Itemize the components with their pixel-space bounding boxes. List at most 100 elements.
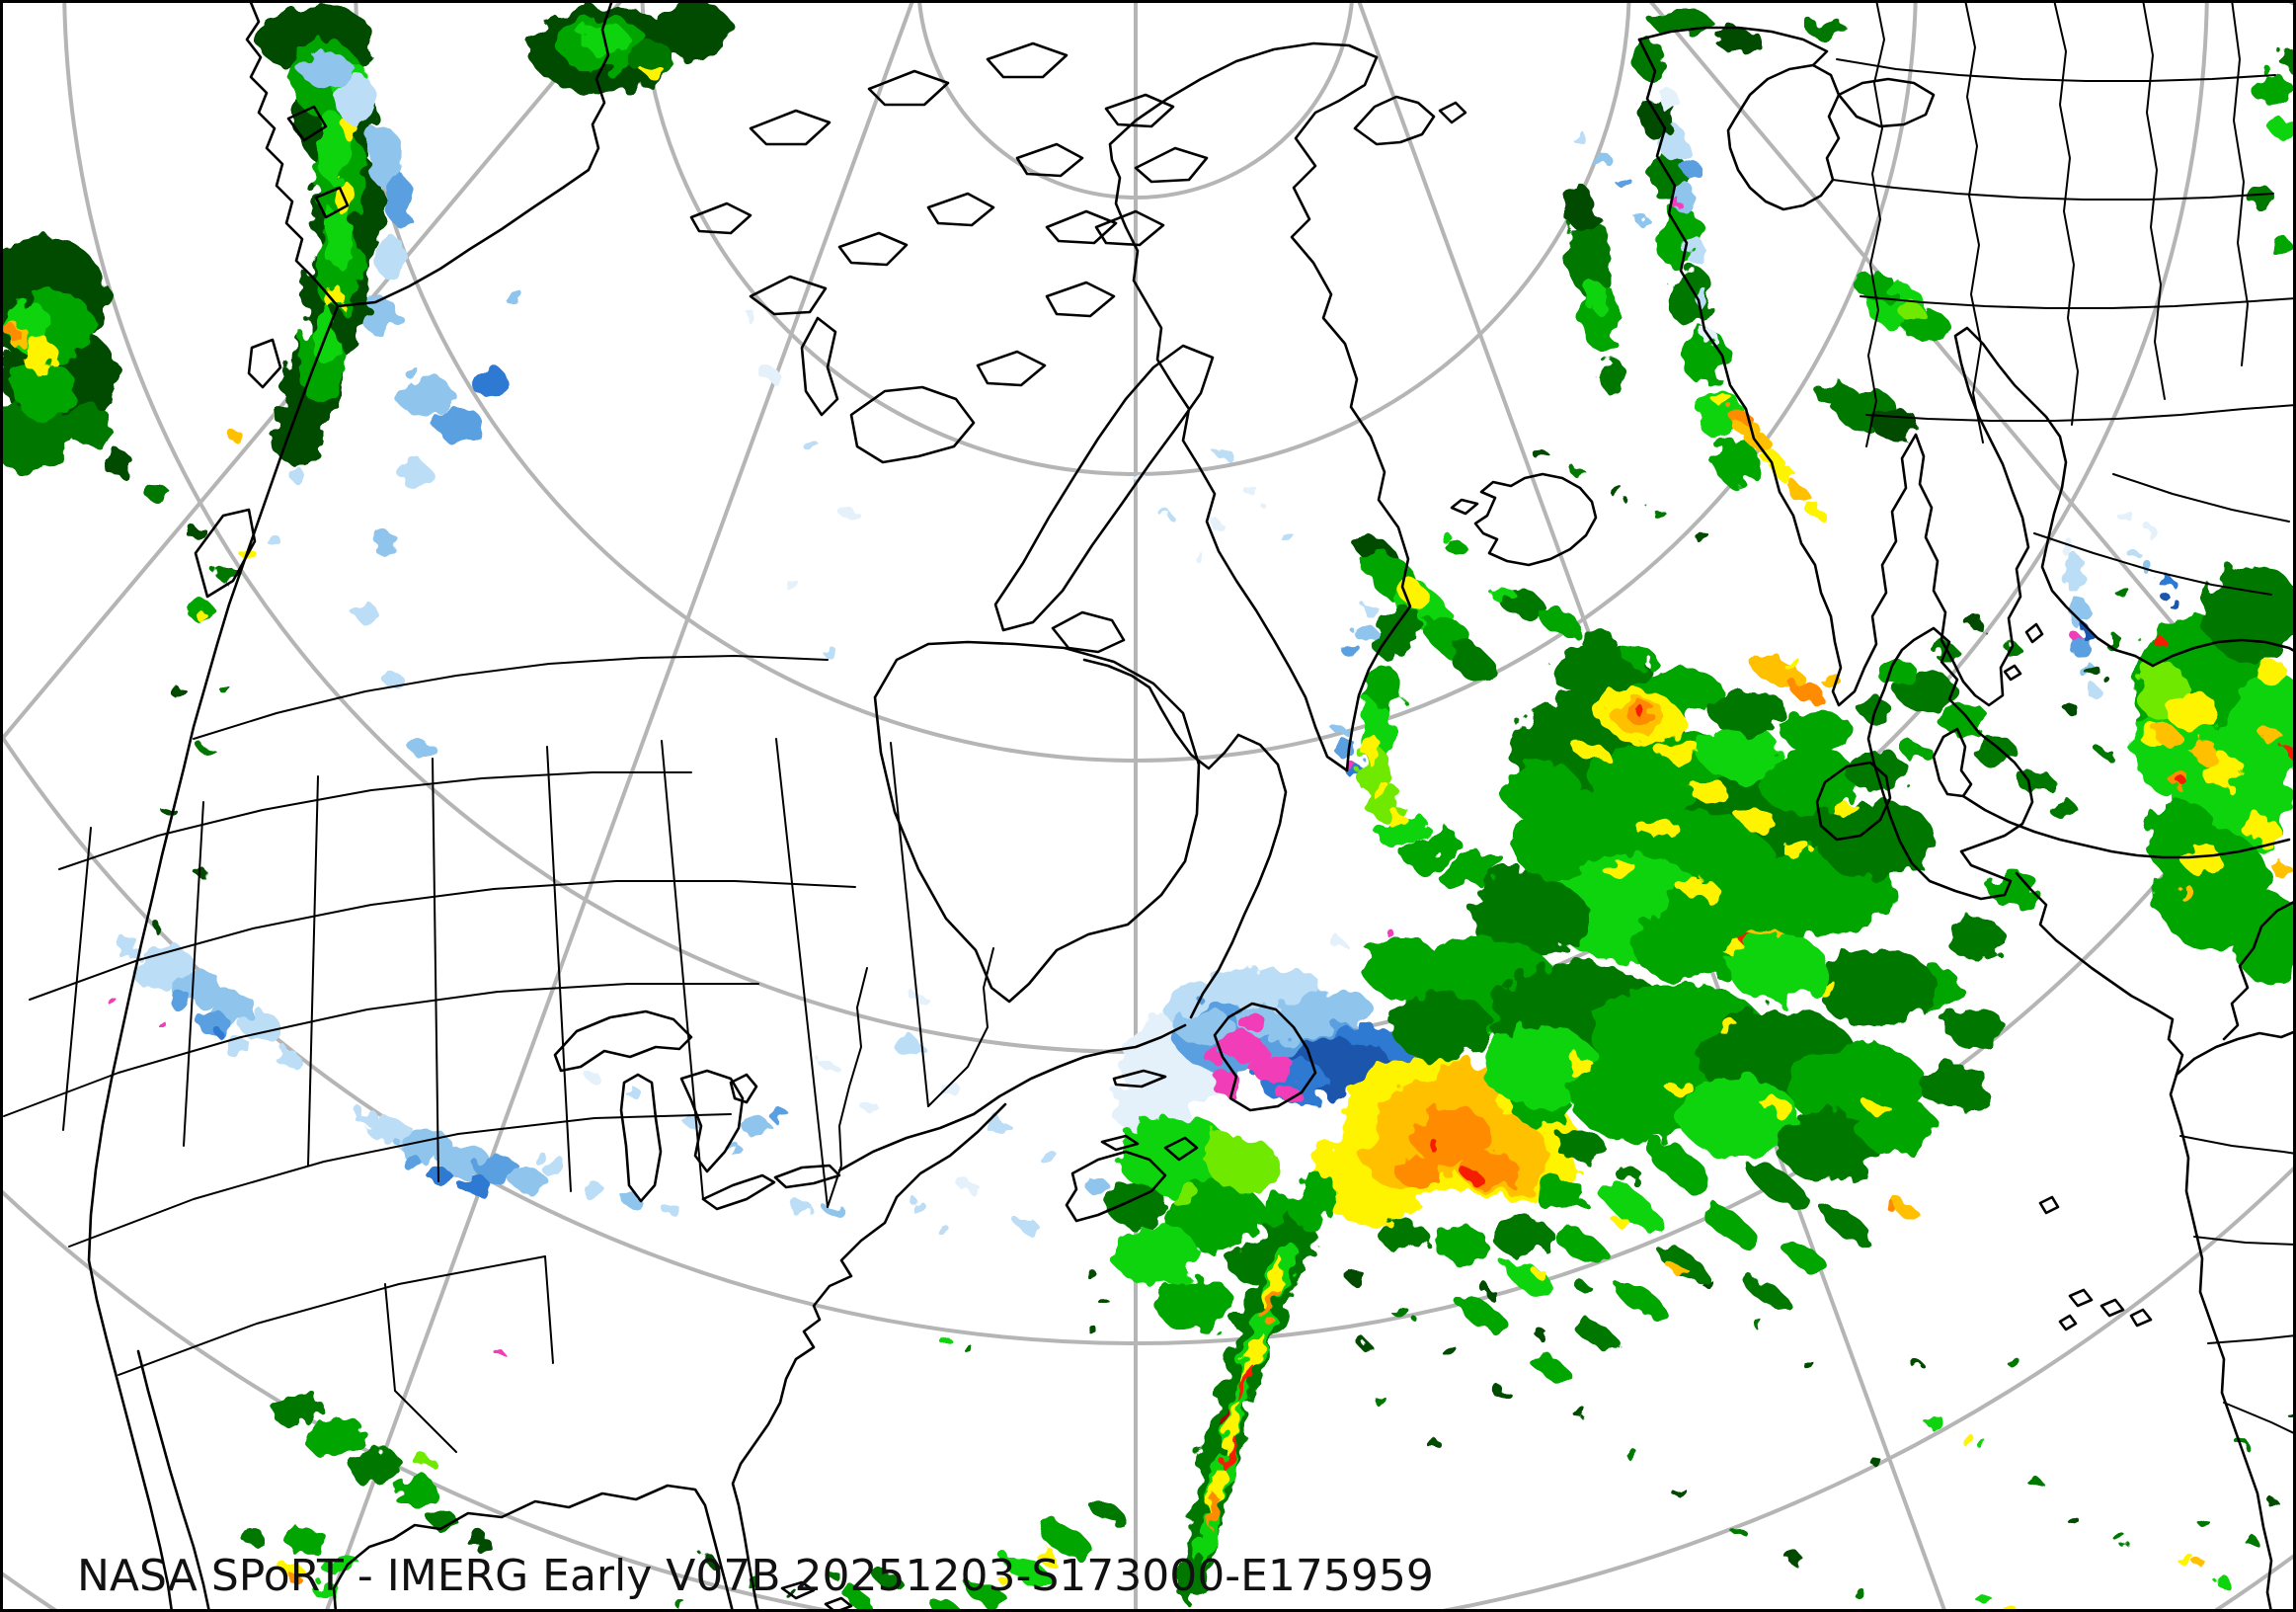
coastline-path xyxy=(867,69,950,107)
coastline-path xyxy=(731,1102,1007,1612)
precip-cell xyxy=(1876,658,1916,685)
precip-cell xyxy=(1747,1162,1808,1209)
precip-cell xyxy=(1618,1167,1641,1184)
precip-cell xyxy=(1412,1106,1491,1166)
precip-cell xyxy=(2248,188,2275,207)
coastline-path xyxy=(2222,899,2296,1041)
precip-cell xyxy=(1671,1487,1687,1496)
precip-cell xyxy=(1573,469,1587,479)
coastline-path xyxy=(2068,1288,2094,1308)
precip-cell xyxy=(1106,1183,1165,1227)
precip-cell xyxy=(2156,727,2179,745)
precip-cell xyxy=(2097,746,2110,756)
precip-cell xyxy=(146,485,170,503)
precip-cell xyxy=(1386,929,1394,937)
precip-cell xyxy=(1373,778,1388,802)
precip-cell xyxy=(895,1038,922,1056)
precip-cell xyxy=(1465,1171,1481,1183)
precip-cell xyxy=(1457,1296,1506,1331)
precip-cell xyxy=(1291,1171,1336,1229)
precip-cell xyxy=(1392,993,1491,1062)
precip-cell xyxy=(1205,1130,1244,1162)
coastline-path xyxy=(2038,1195,2060,1215)
precip-cell xyxy=(1714,28,1762,51)
coastline-path xyxy=(1213,1002,1317,1112)
coastline-path xyxy=(780,1580,816,1600)
border-line xyxy=(384,1283,457,1453)
precip-cell xyxy=(170,685,186,697)
precip-cell xyxy=(1112,1225,1199,1284)
precip-cell xyxy=(1444,1347,1460,1359)
coastline-path xyxy=(1637,38,2155,707)
precip-cell xyxy=(782,578,798,588)
precip-cell xyxy=(8,327,20,341)
coastline-path xyxy=(1932,727,1973,798)
precip-cell xyxy=(2179,779,2189,787)
border-line xyxy=(2179,1135,2296,1155)
precip-system-north-atlantic-comma xyxy=(1335,449,2078,1383)
precip-cell xyxy=(1086,1325,1096,1332)
precip-cell xyxy=(840,508,858,520)
precip-cell xyxy=(1471,879,1590,958)
precip-cell xyxy=(1169,1183,1201,1207)
precip-cell xyxy=(24,336,55,375)
precip-cell xyxy=(1758,746,1857,815)
precip-cell xyxy=(1945,1008,2005,1047)
coastline-path xyxy=(2151,638,2296,668)
precip-system-alaska-panhandle xyxy=(257,0,731,760)
coastline-path xyxy=(849,385,976,464)
precip-cell xyxy=(539,1156,567,1175)
precip-cell xyxy=(1599,1180,1660,1230)
precip-cell xyxy=(1481,1027,1600,1106)
coastline-path xyxy=(2175,1029,2296,1077)
coastline-path xyxy=(194,508,257,599)
precip-cell xyxy=(1237,1364,1255,1402)
precip-cell xyxy=(1894,1201,1918,1219)
precip-cell xyxy=(1373,605,1422,659)
precip-cell xyxy=(1343,1267,1363,1281)
precip-cell xyxy=(270,537,283,549)
precip-cell xyxy=(1716,1021,1740,1033)
precip-cell xyxy=(1570,1052,1708,1141)
precip-cell xyxy=(393,1477,436,1506)
precip-cell xyxy=(1209,519,1221,528)
precip-cell xyxy=(1850,1586,1863,1594)
border-line xyxy=(68,1113,732,1248)
border-line xyxy=(1964,0,1984,443)
border-line xyxy=(1860,295,2296,309)
coastline-path xyxy=(2058,1314,2078,1331)
border-line xyxy=(775,738,829,1208)
precip-cell xyxy=(383,172,411,223)
precip-cell xyxy=(438,1145,490,1176)
precip-cell xyxy=(171,993,195,1012)
border-line xyxy=(58,771,692,870)
precip-cell xyxy=(1101,1300,1111,1308)
precip-cell xyxy=(1238,1013,1266,1031)
precip-cell xyxy=(1247,489,1261,499)
precip-cell xyxy=(936,1225,950,1235)
precip-cell xyxy=(1598,358,1625,393)
precip-cell xyxy=(1217,1029,1268,1065)
precip-cell xyxy=(1222,1403,1243,1452)
precip-cell xyxy=(1572,1408,1588,1417)
precip-cell xyxy=(1277,1087,1301,1102)
precip-cell xyxy=(290,1575,302,1585)
precip-cell xyxy=(1556,1130,1604,1162)
precip-cell xyxy=(354,603,377,622)
coastline-path xyxy=(2099,1298,2125,1318)
precip-cell xyxy=(2261,728,2281,744)
precip-cell xyxy=(822,647,837,657)
precip-cell xyxy=(2284,747,2294,755)
precip-cell xyxy=(326,282,342,310)
precip-cell xyxy=(910,1201,926,1213)
precip-cell xyxy=(2167,691,2218,731)
precip-cell xyxy=(2265,1497,2277,1505)
precip-cell xyxy=(788,1200,812,1214)
precip-cell xyxy=(1335,725,1351,737)
precip-cell xyxy=(1789,1556,1805,1566)
coastline-path xyxy=(773,1164,841,1189)
precip-cell xyxy=(2200,753,2244,788)
coastline-path xyxy=(1108,41,1412,772)
precip-cell xyxy=(1349,764,1357,771)
precip-cell xyxy=(2271,861,2291,877)
